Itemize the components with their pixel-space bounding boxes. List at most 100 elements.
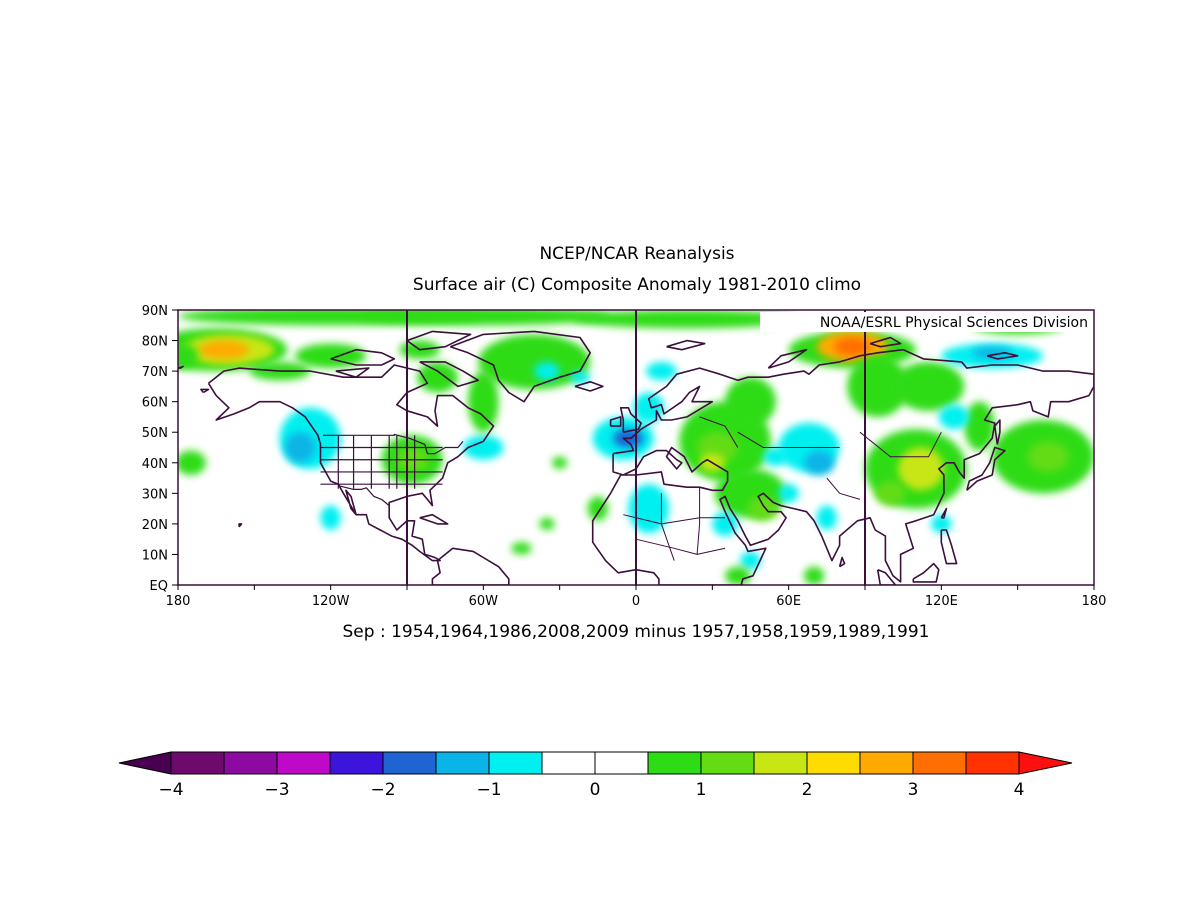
lat-tick-label: 40N (142, 457, 168, 472)
plot-title: NCEP/NCAR Reanalysis (539, 244, 734, 264)
coastline (178, 365, 184, 369)
anomaly-patch (725, 566, 751, 585)
coastline (619, 406, 642, 433)
anomaly-patch (816, 505, 838, 530)
anomaly-patch (778, 484, 799, 503)
anomaly-patch (1027, 441, 1069, 472)
colorbar-swatch (541, 751, 596, 775)
anomaly-patch (178, 343, 199, 369)
lat-tick-label: 10N (142, 548, 168, 563)
map-panel: EQ 10N 20N 30N 40N 50N 60N 70N 80N 90N 180 120W 60W 0… (142, 304, 1107, 609)
lon-tick-label: 120W (312, 594, 350, 609)
coastline (869, 336, 902, 348)
coastline (406, 330, 472, 351)
country-borders (623, 416, 942, 561)
anomaly-patch (964, 401, 995, 451)
anomaly-patch (803, 566, 825, 585)
coastline (335, 367, 370, 379)
colorbar-tick-label: −2 (370, 780, 395, 800)
anomaly-patch (178, 450, 206, 475)
colorbar-low-arrow (118, 751, 172, 775)
anomaly-field-layer (178, 310, 1094, 585)
anomaly-patch (569, 371, 591, 384)
colorbar-swatch (170, 751, 225, 775)
colorbar-swatch (859, 751, 914, 775)
anomaly-patch (534, 361, 560, 381)
anomaly-patch (875, 481, 906, 506)
lat-tick-label: 80N (142, 335, 168, 350)
anomaly-patch (747, 496, 779, 521)
coastline (666, 339, 706, 351)
colorbar-tick-label: 2 (802, 780, 813, 800)
map-axis-ticks: EQ 10N 20N 30N 40N 50N 60N 70N 80N 90N 180 120W 60W 0… (142, 304, 1107, 609)
coastline (609, 416, 622, 427)
plot-subtitle: Surface air (C) Composite Anomaly 1981-2… (413, 275, 861, 295)
colorbar-swatch (435, 751, 490, 775)
coastline-layer (178, 330, 1094, 585)
colorbar-swatch (488, 751, 543, 775)
colorbar-tick-label: −1 (476, 780, 501, 800)
anomaly-patch (931, 514, 952, 534)
lon-tick-label: 180 (166, 594, 191, 609)
coastline (986, 351, 1019, 360)
anomaly-patch (511, 542, 532, 555)
colorbar-high-arrow (1018, 751, 1073, 775)
anomaly-patch (417, 361, 458, 393)
coastline (330, 348, 396, 366)
colorbar-swatch (329, 751, 384, 775)
lat-tick-label: 50N (142, 426, 168, 441)
anomaly-patch (847, 355, 909, 417)
anomaly-patch (646, 361, 677, 381)
colorbar-tick-label: 1 (696, 780, 707, 800)
lat-tick-label: 60N (142, 396, 168, 411)
colorbar: −4 −3 −2 −1 0 1 2 3 4 (118, 751, 1073, 800)
anomaly-patch (462, 435, 504, 460)
lon-tick-label: 0 (632, 594, 640, 609)
lon-tick-label: 120E (925, 594, 958, 609)
anomaly-patch (552, 456, 568, 469)
coastline (966, 446, 1006, 491)
colorbar-swatch (912, 751, 967, 775)
lat-tick-label: EQ (150, 579, 168, 594)
anomaly-patch (356, 310, 611, 326)
anomaly-patch (938, 404, 970, 430)
coastline (591, 348, 1094, 585)
anomaly-patch (803, 450, 835, 475)
anomaly-patch (284, 432, 316, 463)
reference-longitude-lines (406, 310, 866, 585)
colorbar-swatch (700, 751, 755, 775)
coastline (940, 507, 948, 519)
anomaly-patch (725, 377, 776, 427)
anomaly-patch (539, 517, 555, 531)
composite-caption: Sep : 1954,1964,1986,2008,2009 minus 195… (343, 622, 930, 642)
colorbar-swatch (806, 751, 861, 775)
lon-tick-label: 180 (1082, 594, 1107, 609)
colorbar-tick-label: 0 (590, 780, 601, 800)
anomaly-patch (468, 371, 499, 433)
colorbar-tick-label: 3 (908, 780, 919, 800)
colorbar-swatch (382, 751, 437, 775)
anomaly-patch (587, 496, 609, 521)
anomaly-patch (572, 310, 802, 329)
colorbar-swatch (647, 751, 702, 775)
coastline (993, 419, 1001, 445)
coastline (876, 568, 897, 585)
colorbar-swatch (276, 751, 331, 775)
coastline (940, 529, 958, 565)
anomaly-patch (763, 447, 789, 466)
coastline (574, 380, 604, 392)
coastline (419, 513, 449, 525)
credit-label: NOAA/ESRL Physical Sciences Division (820, 315, 1088, 331)
anomaly-patch (198, 340, 250, 359)
anomaly-patch (892, 361, 965, 411)
anomaly-patch (898, 447, 944, 491)
credit-box (760, 312, 1092, 332)
coastline (200, 388, 210, 394)
lat-tick-label: 90N (142, 304, 168, 319)
coastline (238, 523, 243, 528)
colorbar-tick-label: 4 (1014, 780, 1025, 800)
lat-tick-label: 70N (142, 365, 168, 380)
coastline (419, 361, 480, 388)
colorbar-swatch (223, 751, 278, 775)
anomaly-patch (633, 392, 664, 424)
